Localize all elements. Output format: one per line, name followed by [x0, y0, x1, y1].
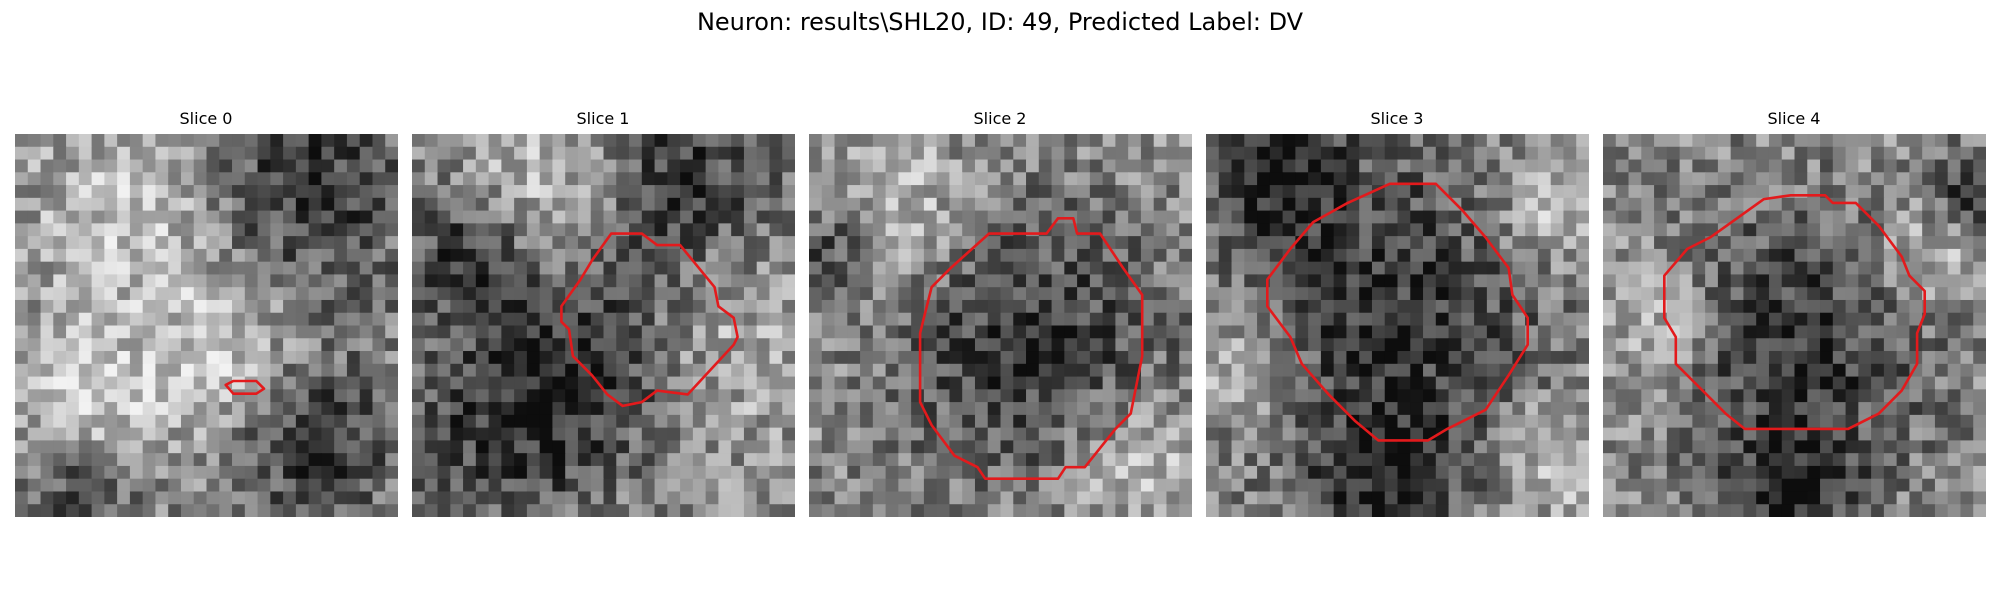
slice-image	[1603, 134, 1986, 517]
segmentation-contour	[918, 217, 1144, 481]
slice-title: Slice 1	[576, 109, 630, 128]
pixel-grid	[1603, 134, 1986, 517]
slice-title: Slice 3	[1370, 109, 1424, 128]
slice-title: Slice 2	[973, 109, 1027, 128]
segmentation-contour	[560, 232, 739, 408]
pixel-grid	[1206, 134, 1589, 517]
slice-image	[809, 134, 1192, 517]
segmentation-contour	[1265, 182, 1530, 442]
segmentation-contour	[224, 379, 266, 396]
slice-image	[15, 134, 398, 517]
slice-image	[1206, 134, 1589, 517]
pixel-grid	[412, 134, 795, 517]
pixel-grid	[809, 134, 1192, 517]
slice-title: Slice 0	[179, 109, 233, 128]
slice-image	[412, 134, 795, 517]
figure-title: Neuron: results\SHL20, ID: 49, Predicted…	[696, 8, 1304, 36]
pixel-grid	[15, 134, 398, 517]
segmentation-contour	[1662, 193, 1927, 431]
slice-title: Slice 4	[1767, 109, 1821, 128]
